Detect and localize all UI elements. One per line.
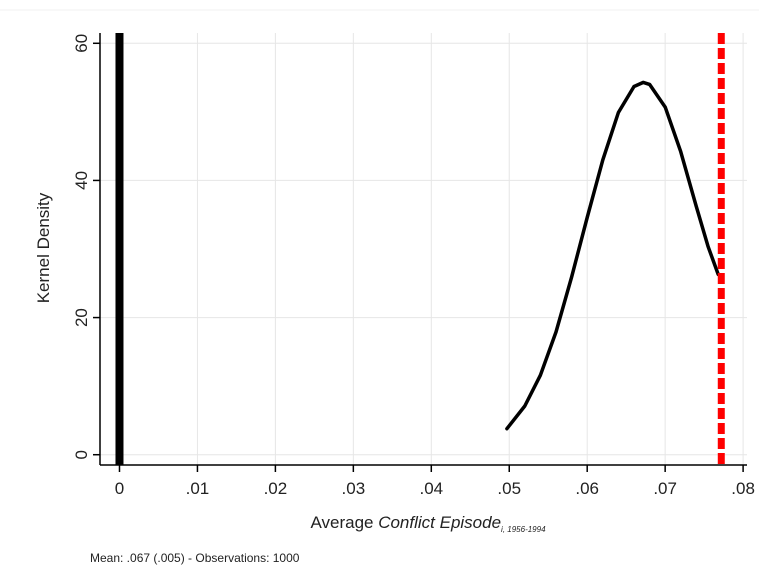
density-curve-0 bbox=[505, 80, 720, 431]
x-tick-label-8: .08 bbox=[731, 479, 755, 498]
x-tick-label-5: .05 bbox=[497, 479, 521, 498]
x-tick-label-1: .01 bbox=[186, 479, 210, 498]
x-axis-title-subscript: i, 1956-1994 bbox=[501, 525, 546, 534]
y-tick-label-3: 60 bbox=[72, 34, 91, 53]
x-tick-label-0: 0 bbox=[115, 479, 124, 498]
x-tick-label-3: .03 bbox=[342, 479, 366, 498]
x-axis-title-prefix: Average bbox=[310, 513, 378, 532]
x-tick-label-6: .06 bbox=[575, 479, 599, 498]
chart-note: Mean: .067 (.005) - Observations: 1000 bbox=[90, 551, 300, 565]
y-axis-title: Kernel Density bbox=[34, 192, 53, 303]
y-tick-label-2: 40 bbox=[72, 171, 91, 190]
x-tick-label-7: .07 bbox=[653, 479, 677, 498]
axes bbox=[93, 33, 747, 472]
plot-marks bbox=[115, 33, 725, 465]
x-axis-title-italic: Conflict Episode bbox=[378, 513, 501, 532]
tick-labels: 0 .01 .02 .03 .04 .05 .06 .07 .08 0 20 40 60 bbox=[72, 34, 755, 498]
x-tick-label-2: .02 bbox=[264, 479, 288, 498]
gridlines bbox=[100, 33, 747, 465]
y-tick-label-1: 20 bbox=[72, 308, 91, 327]
x-axis-title: Average Conflict Episodei, 1956-1994 bbox=[310, 513, 546, 534]
x-tick-label-4: .04 bbox=[419, 479, 443, 498]
y-tick-label-0: 0 bbox=[72, 450, 91, 459]
